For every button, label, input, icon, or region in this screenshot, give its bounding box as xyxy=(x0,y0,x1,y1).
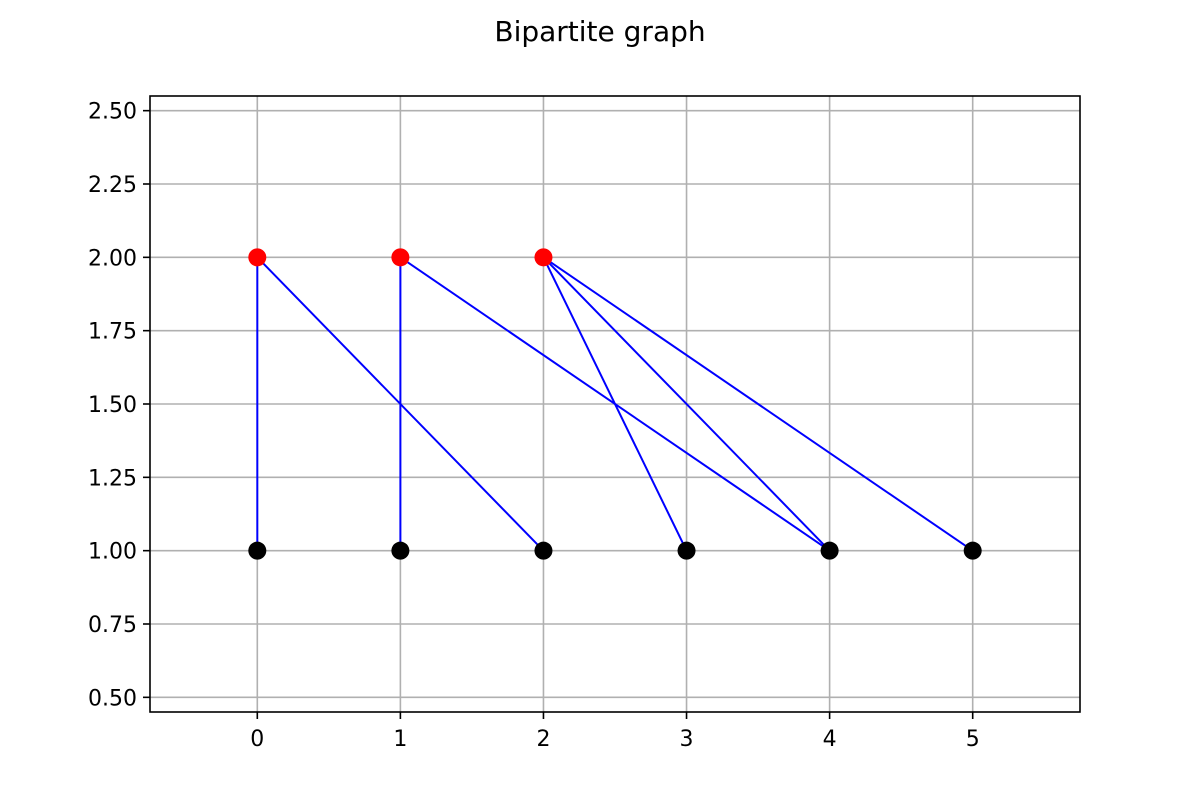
top-node xyxy=(534,248,553,267)
bottom-node xyxy=(677,541,696,560)
y-tick-label: 1.00 xyxy=(88,540,137,565)
y-tick-label: 0.75 xyxy=(88,613,137,638)
y-tick-label: 0.50 xyxy=(88,686,137,711)
bottom-node xyxy=(963,541,982,560)
y-tick-label: 2.00 xyxy=(88,246,137,271)
tick-layer: 0 1 2 3 4 5 0.50 0.75 1.00 1.25 1.50 1.75 2.00 2.25 2.… xyxy=(88,100,980,752)
x-tick-label: 1 xyxy=(393,727,407,752)
bottom-node xyxy=(248,541,267,560)
bottom-node xyxy=(820,541,839,560)
graph-edge xyxy=(542,256,688,552)
top-node xyxy=(391,248,410,267)
chart-title: Bipartite graph xyxy=(494,15,705,48)
bottom-node xyxy=(534,541,553,560)
graph-edge xyxy=(542,256,831,552)
top-node xyxy=(248,248,267,267)
edge-layer xyxy=(256,256,974,552)
y-tick-label: 1.50 xyxy=(88,393,137,418)
node-layer xyxy=(248,248,982,560)
x-tick-label: 0 xyxy=(250,727,264,752)
x-tick-label: 4 xyxy=(823,727,837,752)
x-tick-label: 5 xyxy=(966,727,980,752)
y-tick-label: 2.50 xyxy=(88,100,137,125)
y-tick-label: 1.25 xyxy=(88,466,137,491)
x-tick-label: 2 xyxy=(536,727,550,752)
x-tick-label: 3 xyxy=(680,727,694,752)
grid-lines xyxy=(150,96,1080,712)
y-tick-label: 2.25 xyxy=(88,173,137,198)
y-tick-label: 1.75 xyxy=(88,320,137,345)
graph-edge xyxy=(542,256,974,552)
bottom-node xyxy=(391,541,410,560)
